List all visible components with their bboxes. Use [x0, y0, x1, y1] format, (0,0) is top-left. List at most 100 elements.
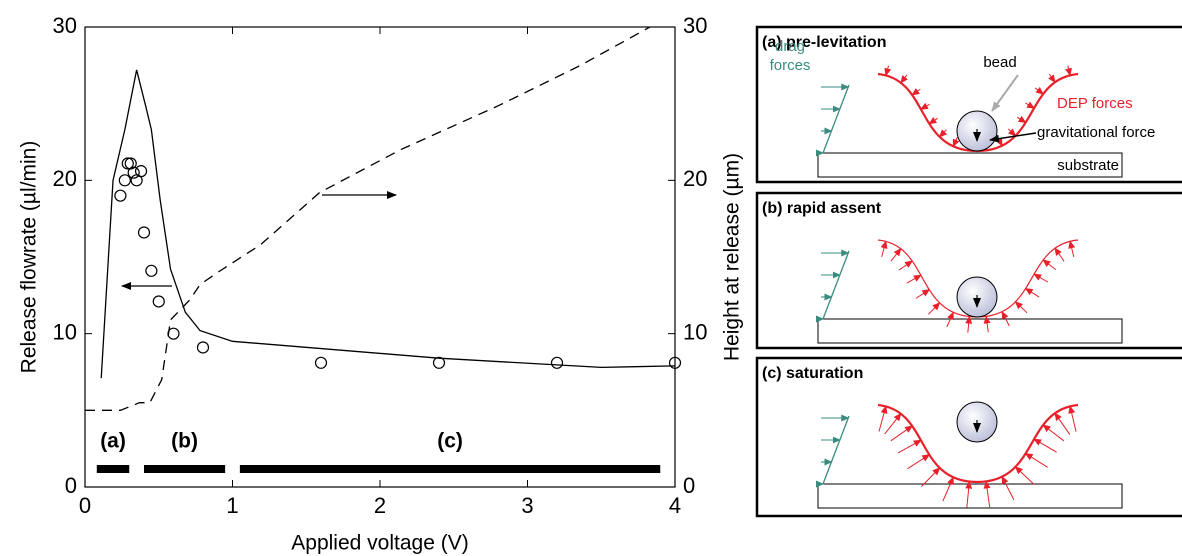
data-point — [118, 174, 131, 187]
dep-arrow — [897, 439, 922, 454]
dep-arrow — [1001, 310, 1010, 327]
dep-arrow — [1042, 424, 1065, 442]
dep-arrow — [1001, 475, 1015, 501]
dep-arrow — [900, 74, 908, 84]
dep-arrow — [880, 240, 888, 257]
dep-arrow — [911, 88, 921, 96]
regime-bar — [96, 465, 130, 473]
dep-arrow — [928, 302, 941, 315]
x-tick-label: 2 — [374, 493, 386, 518]
dep-arrow — [919, 102, 930, 110]
data-point — [196, 341, 210, 354]
dep-arrow — [884, 412, 902, 435]
dep-arrow — [1065, 65, 1072, 77]
dep-arrow — [878, 405, 888, 432]
y2-tick-label: 20 — [683, 166, 707, 191]
x-tick-label: 1 — [226, 493, 238, 518]
drag-label-line: forces — [770, 57, 811, 74]
regime-bar — [239, 465, 661, 473]
data-point — [550, 356, 564, 369]
dep-arrow — [898, 260, 913, 271]
dep-arrow — [1054, 247, 1065, 262]
data-point — [668, 356, 682, 369]
panel-frame — [755, 356, 1182, 518]
y2-axis-label: Height at release (µm) — [721, 153, 744, 361]
dep-arrow — [1014, 466, 1035, 486]
dep-arrow — [965, 315, 973, 333]
dep-arrow — [921, 467, 941, 487]
substrate — [817, 483, 1123, 509]
dep-arrow — [906, 274, 922, 284]
dep-arrow — [1024, 287, 1040, 298]
panel-title: (c) saturation — [762, 365, 863, 382]
y-tick-label: 30 — [53, 13, 77, 38]
dep-arrow — [938, 129, 947, 138]
drag-profile — [822, 415, 850, 485]
data-point — [134, 165, 148, 178]
x-tick-label: 4 — [669, 493, 681, 518]
panel-title: (b) rapid assent — [762, 200, 882, 217]
dep-arrow — [1025, 101, 1035, 109]
gravity-pointer — [989, 132, 1037, 143]
dep-arrow — [928, 116, 938, 125]
regime-bar — [144, 465, 226, 473]
dep-label: DEP forces — [1057, 95, 1133, 112]
plot-frame — [84, 26, 676, 488]
dep-arrow — [907, 454, 931, 470]
data-point — [145, 264, 158, 277]
y2-tick-label: 30 — [683, 13, 707, 38]
flowrate-line — [100, 69, 676, 379]
x-tick-label: 3 — [521, 493, 533, 518]
data-point — [124, 157, 137, 170]
dep-arrow — [884, 65, 892, 77]
y-tick-label: 0 — [65, 473, 77, 498]
dep-arrow — [890, 247, 902, 262]
drag-label-line: drag — [775, 38, 805, 55]
panel-frame — [755, 191, 1182, 350]
dep-arrow — [1048, 73, 1056, 84]
panel-frame — [755, 25, 1182, 184]
bead-label: bead — [983, 54, 1016, 71]
dep-arrow — [983, 315, 991, 333]
dep-arrow — [942, 476, 954, 502]
x-axis-label: Applied voltage (V) — [291, 532, 468, 555]
dep-arrow — [1068, 405, 1077, 432]
panel-title: (a) pre-levitation — [762, 34, 886, 51]
substrate-label: substrate — [1057, 157, 1119, 174]
substrate — [817, 152, 1123, 178]
data-point — [432, 356, 446, 369]
dep-arrow — [1068, 240, 1076, 257]
drag-profile — [822, 84, 850, 154]
drag-label: drag forces — [770, 38, 811, 74]
x-tick-label: 0 — [79, 493, 91, 518]
y-tick-label: 20 — [53, 166, 77, 191]
substrate — [817, 318, 1123, 344]
dep-arrow — [1054, 412, 1071, 435]
data-point — [114, 189, 127, 202]
y2-tick-label: 0 — [683, 473, 695, 498]
drag-profile — [822, 250, 850, 320]
dep-arrow — [1016, 115, 1027, 124]
data-point — [137, 226, 151, 239]
data-point — [314, 356, 328, 369]
dep-arrow — [952, 137, 960, 148]
data-point — [152, 295, 165, 308]
dep-arrow — [965, 480, 973, 508]
data-point — [127, 166, 140, 179]
regime-label: (b) — [171, 430, 198, 453]
dep-arrow — [1033, 438, 1057, 453]
dep-arrow — [1034, 86, 1044, 95]
dep-arrow — [1024, 452, 1048, 468]
dep-arrow — [1042, 259, 1057, 271]
bead-pointer — [991, 74, 1019, 112]
gravity-label: gravitational force — [1037, 124, 1155, 141]
y-axis-label: Release flowrate (µl/min) — [18, 141, 41, 374]
dep-arrow — [1033, 273, 1049, 283]
height-line — [85, 26, 651, 411]
dep-arrow — [890, 425, 913, 442]
y-tick-label: 10 — [53, 319, 77, 344]
dep-arrow — [946, 311, 954, 328]
dep-arrow — [915, 289, 931, 299]
